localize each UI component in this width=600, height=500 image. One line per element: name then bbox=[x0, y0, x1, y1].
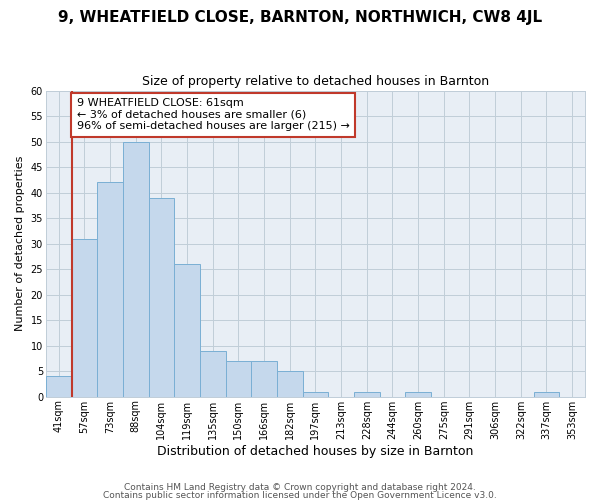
Bar bbox=[251, 361, 277, 396]
X-axis label: Distribution of detached houses by size in Barnton: Distribution of detached houses by size … bbox=[157, 444, 473, 458]
Bar bbox=[46, 376, 71, 396]
Bar bbox=[277, 371, 302, 396]
Bar bbox=[200, 351, 226, 397]
Bar bbox=[174, 264, 200, 396]
Bar bbox=[97, 182, 123, 396]
Bar bbox=[405, 392, 431, 396]
Bar bbox=[123, 142, 149, 396]
Text: 9 WHEATFIELD CLOSE: 61sqm
← 3% of detached houses are smaller (6)
96% of semi-de: 9 WHEATFIELD CLOSE: 61sqm ← 3% of detach… bbox=[77, 98, 350, 132]
Bar bbox=[71, 238, 97, 396]
Bar bbox=[302, 392, 328, 396]
Title: Size of property relative to detached houses in Barnton: Size of property relative to detached ho… bbox=[142, 75, 489, 88]
Text: 9, WHEATFIELD CLOSE, BARNTON, NORTHWICH, CW8 4JL: 9, WHEATFIELD CLOSE, BARNTON, NORTHWICH,… bbox=[58, 10, 542, 25]
Bar bbox=[354, 392, 380, 396]
Text: Contains public sector information licensed under the Open Government Licence v3: Contains public sector information licen… bbox=[103, 490, 497, 500]
Bar bbox=[533, 392, 559, 396]
Bar bbox=[149, 198, 174, 396]
Bar bbox=[226, 361, 251, 396]
Text: Contains HM Land Registry data © Crown copyright and database right 2024.: Contains HM Land Registry data © Crown c… bbox=[124, 484, 476, 492]
Y-axis label: Number of detached properties: Number of detached properties bbox=[15, 156, 25, 332]
